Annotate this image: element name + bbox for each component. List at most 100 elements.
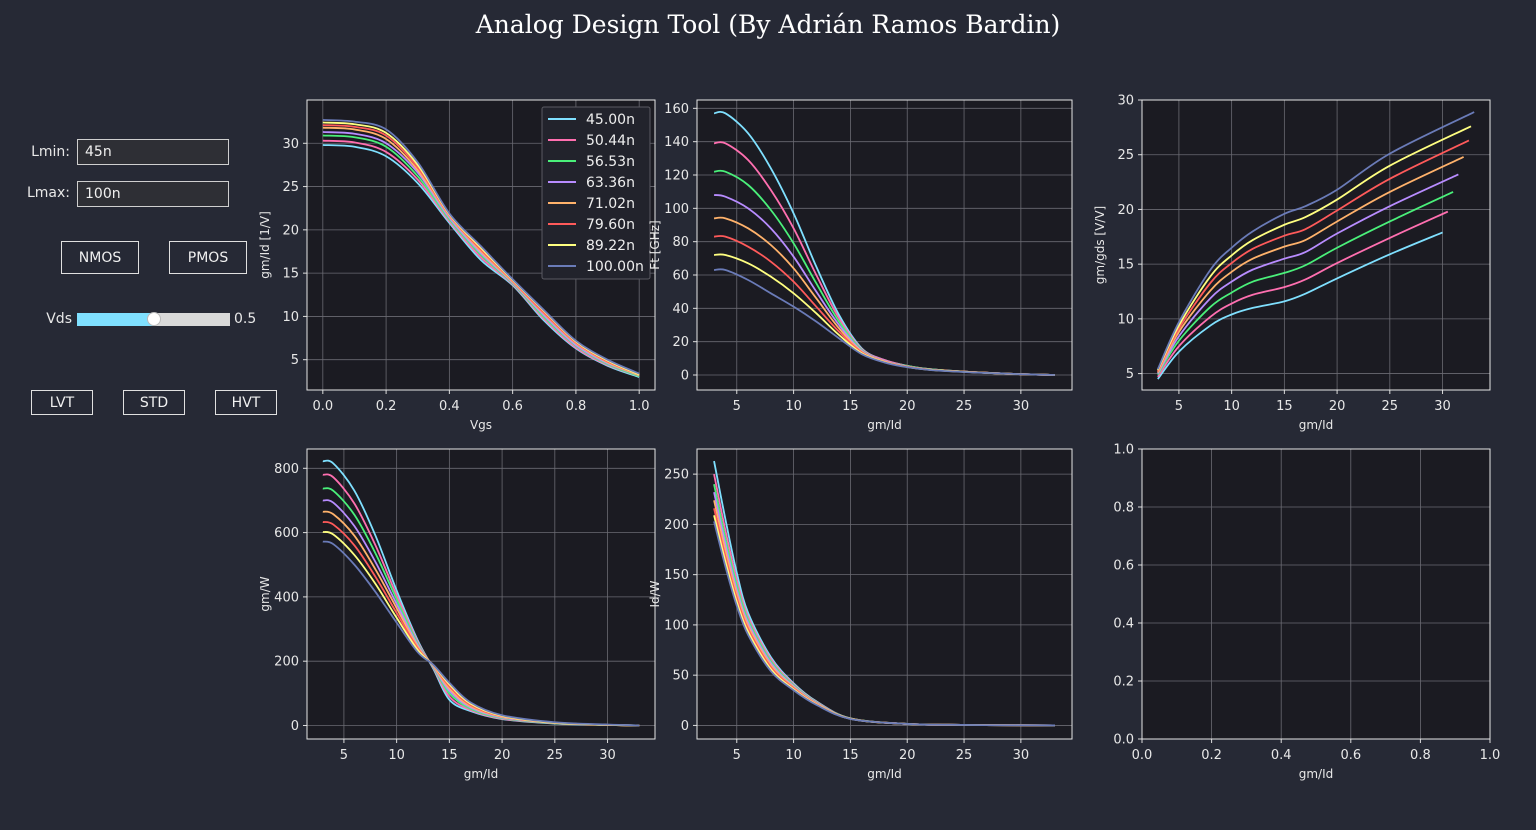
y-axis-label: Id/W xyxy=(648,580,662,607)
legend-entry: 50.44n xyxy=(586,133,635,149)
x-tick-label: 10 xyxy=(1223,399,1240,414)
legend-entry: 71.02n xyxy=(586,196,635,212)
plot-area xyxy=(697,100,1072,390)
lmax-input[interactable] xyxy=(77,181,229,207)
y-tick-label: 0.2 xyxy=(1113,675,1134,690)
x-tick-label: 0.2 xyxy=(376,399,397,414)
y-tick-label: 0.0 xyxy=(1113,733,1134,748)
nmos-button[interactable]: NMOS xyxy=(61,241,139,274)
x-axis-label: gm/Id xyxy=(867,418,902,432)
series-line-79.60n xyxy=(1157,139,1470,372)
y-tick-label: 15 xyxy=(1117,258,1134,273)
y-tick-label: 100 xyxy=(664,202,689,217)
x-tick-label: 15 xyxy=(1276,399,1293,414)
lmin-input[interactable] xyxy=(77,139,229,165)
x-tick-label: 0.8 xyxy=(566,399,587,414)
legend-box xyxy=(541,106,651,280)
y-tick-label: 10 xyxy=(282,310,299,325)
chart-gmid-vs-vgs: 0.0 0.2 0.4 0.6 0.8 1.0 5 10 15 20 25 30 Vgs gm/Id [1… xyxy=(258,99,656,432)
axes-frame xyxy=(306,448,656,740)
y-tick-label: 5 xyxy=(291,353,299,368)
x-tick-label: 25 xyxy=(1382,399,1399,414)
x-tick-label: 30 xyxy=(599,748,616,763)
y-tick-label: 50 xyxy=(672,669,689,684)
vds-slider-fill xyxy=(77,313,154,326)
series-line-45.00n xyxy=(1157,231,1443,380)
plot-area xyxy=(697,449,1072,739)
x-tick-label: 0.4 xyxy=(439,399,460,414)
y-tick-label: 40 xyxy=(672,302,689,317)
x-axis-label: Vgs xyxy=(470,418,492,432)
legend: 45.00n 50.44n 56.53n 63.36n 71.02n 79.60n 89.2… xyxy=(541,106,651,280)
series-line-100.00n xyxy=(322,540,640,727)
y-tick-label: 140 xyxy=(664,135,689,150)
series-line-100.00n xyxy=(713,268,1055,376)
series-line-100.00n xyxy=(1156,111,1475,370)
lmin-label: Lmin: xyxy=(31,144,70,160)
std-button[interactable]: STD xyxy=(123,390,185,415)
y-tick-label: 15 xyxy=(282,267,299,282)
y-tick-label: 0 xyxy=(291,719,299,734)
x-tick-label: 25 xyxy=(547,748,564,763)
vds-slider-handle[interactable] xyxy=(146,312,161,326)
chart-gmw-vs-gmid: 5 10 15 20 25 30 0 200 400 600 800 gm/Id gm/W xyxy=(258,448,656,781)
x-tick-label: 20 xyxy=(1329,399,1346,414)
y-tick-label: 1.0 xyxy=(1113,443,1134,458)
axes-frame xyxy=(306,99,656,391)
y-tick-label: 5 xyxy=(1126,367,1134,382)
x-tick-label: 25 xyxy=(956,399,973,414)
x-tick-label: 10 xyxy=(785,748,802,763)
y-tick-label: 100 xyxy=(664,618,689,633)
legend-entry: 89.22n xyxy=(586,238,635,254)
series-line-56.53n xyxy=(1157,191,1454,376)
x-tick-label: 5 xyxy=(340,748,348,763)
legend-entry: 45.00n xyxy=(586,112,635,128)
x-tick-label: 1.0 xyxy=(629,399,650,414)
y-tick-label: 20 xyxy=(672,335,689,350)
y-tick-label: 120 xyxy=(664,169,689,184)
y-tick-label: 25 xyxy=(282,180,299,195)
x-tick-label: 0.0 xyxy=(312,399,333,414)
x-tick-label: 30 xyxy=(1013,748,1030,763)
x-tick-label: 0.6 xyxy=(502,399,523,414)
hvt-button[interactable]: HVT xyxy=(215,390,277,415)
lvt-button[interactable]: LVT xyxy=(31,390,93,415)
x-tick-label: 5 xyxy=(733,748,741,763)
legend-entry: 100.00n xyxy=(586,259,644,275)
y-tick-label: 400 xyxy=(274,590,299,605)
y-tick-label: 20 xyxy=(282,223,299,238)
x-tick-label: 0.0 xyxy=(1132,748,1153,763)
axes-frame xyxy=(696,448,1073,740)
x-tick-label: 15 xyxy=(441,748,458,763)
x-tick-label: 5 xyxy=(1175,399,1183,414)
legend-entry: 56.53n xyxy=(586,154,635,170)
y-axis-label: gm/W xyxy=(258,576,272,611)
y-axis-label: gm/Id [1/V] xyxy=(258,211,272,279)
x-tick-label: 0.6 xyxy=(1340,748,1361,763)
vds-value-readout: 0.5 xyxy=(234,311,257,327)
y-tick-label: 10 xyxy=(1117,312,1134,327)
vds-slider[interactable] xyxy=(77,312,230,326)
pmos-button[interactable]: PMOS xyxy=(169,241,247,274)
series-line-100.00n xyxy=(322,119,640,375)
x-tick-label: 30 xyxy=(1434,399,1451,414)
y-tick-label: 0 xyxy=(681,719,689,734)
y-tick-label: 150 xyxy=(664,568,689,583)
x-tick-label: 15 xyxy=(842,399,859,414)
series-line-63.36n xyxy=(1157,173,1459,375)
x-tick-label: 20 xyxy=(494,748,511,763)
y-tick-label: 200 xyxy=(274,655,299,670)
plot-area xyxy=(307,449,655,739)
series-line-63.36n xyxy=(322,131,640,377)
legend-entry: 79.60n xyxy=(586,217,635,233)
lmax-label: Lmax: xyxy=(26,185,70,201)
y-tick-label: 60 xyxy=(672,269,689,284)
y-tick-label: 200 xyxy=(664,518,689,533)
x-axis-label: gm/Id xyxy=(1299,418,1334,432)
y-tick-label: 80 xyxy=(672,235,689,250)
x-tick-label: 20 xyxy=(899,399,916,414)
y-tick-label: 800 xyxy=(274,462,299,477)
chart-ft-vs-gmid: 5 10 15 20 25 30 0 20 40 60 80 100 120 140 160 gm/Id Ft … xyxy=(648,99,1073,432)
series-line-50.44n xyxy=(322,139,640,377)
x-tick-label: 15 xyxy=(842,748,859,763)
